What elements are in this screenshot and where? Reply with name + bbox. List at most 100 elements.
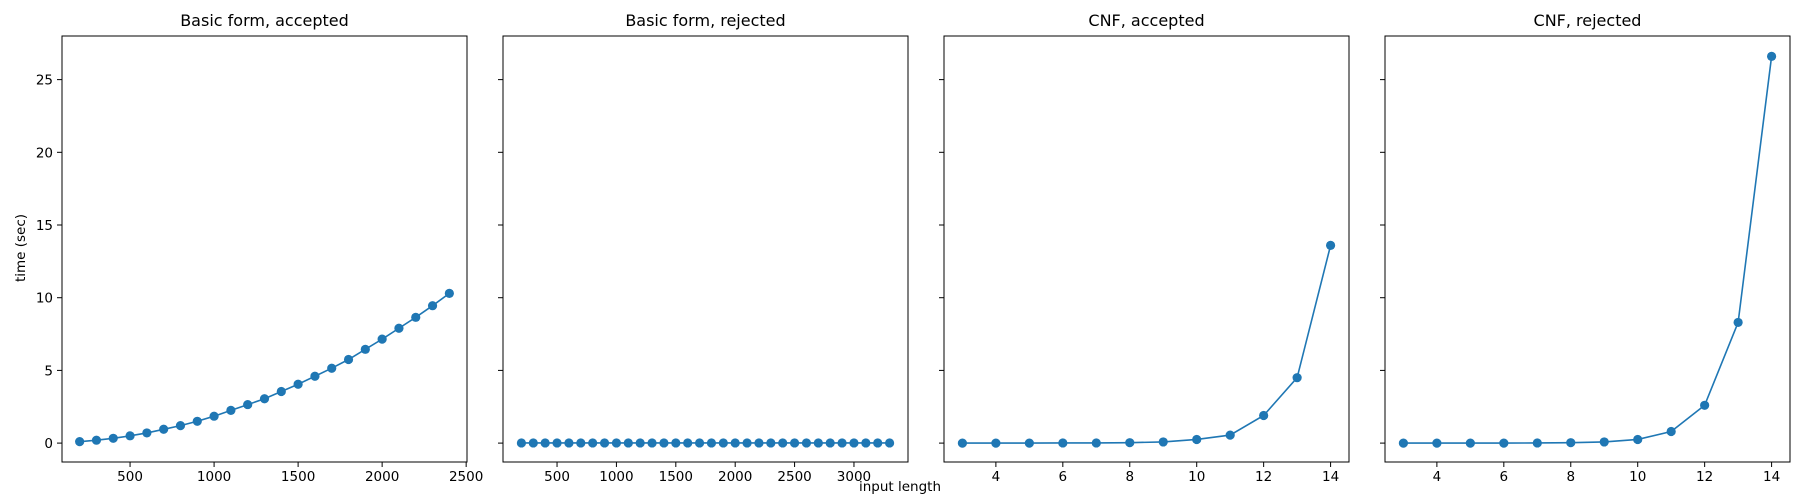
data-point bbox=[1666, 426, 1676, 437]
data-point bbox=[394, 323, 404, 333]
data-point bbox=[91, 435, 102, 445]
subplot-title: CNF, rejected bbox=[1534, 11, 1642, 30]
data-point bbox=[1465, 438, 1475, 448]
data-point bbox=[125, 431, 135, 441]
y-tick-label: 15 bbox=[36, 218, 53, 234]
y-tick-label: 10 bbox=[36, 291, 53, 307]
data-point bbox=[1499, 438, 1509, 448]
subplot-1: Basic form, accepted 500 1000 1500 2000 2500 0… bbox=[36, 11, 484, 485]
data-point bbox=[411, 312, 421, 322]
data-point bbox=[588, 438, 598, 448]
data-point bbox=[599, 438, 610, 448]
data-point bbox=[884, 438, 895, 448]
data-point bbox=[1633, 434, 1643, 445]
data-point bbox=[837, 438, 847, 448]
data-point bbox=[343, 354, 354, 365]
data-point bbox=[1566, 438, 1576, 448]
data-point bbox=[766, 438, 776, 448]
data-point bbox=[825, 438, 835, 448]
data-point bbox=[861, 438, 871, 448]
subplot-title: Basic form, rejected bbox=[625, 11, 785, 30]
data-point bbox=[706, 438, 717, 448]
data-point bbox=[611, 438, 622, 448]
plot-frame bbox=[943, 35, 1350, 463]
data-point bbox=[754, 438, 764, 448]
data-point bbox=[742, 438, 752, 448]
data-point bbox=[427, 301, 438, 311]
y-tick-label: 20 bbox=[36, 145, 53, 161]
data-point bbox=[1398, 438, 1409, 448]
data-point bbox=[635, 438, 645, 448]
data-point bbox=[142, 428, 152, 438]
x-tick-label: 2000 bbox=[365, 469, 399, 485]
data-point bbox=[576, 438, 586, 448]
data-point bbox=[730, 438, 740, 448]
subplots: Basic form, accepted 500 1000 1500 2000 2500 0… bbox=[36, 11, 1791, 485]
x-axis-label: input length bbox=[859, 479, 941, 495]
y-axis-label: time (sec) bbox=[13, 214, 29, 282]
data-point bbox=[718, 438, 728, 448]
x-tick-label: 3000 bbox=[837, 469, 871, 485]
x-tick-label: 1500 bbox=[659, 469, 693, 485]
data-point bbox=[310, 371, 320, 381]
data-point bbox=[659, 438, 669, 448]
data-point bbox=[813, 438, 823, 448]
x-tick-label: 500 bbox=[117, 469, 143, 485]
data-point bbox=[1259, 410, 1269, 421]
subplot-title: Basic form, accepted bbox=[180, 11, 349, 30]
data-point bbox=[1325, 240, 1336, 250]
data-point bbox=[516, 438, 527, 448]
x-tick-label: 8 bbox=[1125, 469, 1134, 485]
x-tick-label: 4 bbox=[992, 469, 1001, 485]
data-point bbox=[192, 416, 202, 426]
data-point bbox=[849, 438, 859, 448]
data-point bbox=[226, 405, 236, 415]
data-point bbox=[873, 438, 883, 448]
x-tick-label: 2500 bbox=[777, 469, 811, 485]
data-point bbox=[671, 438, 681, 448]
data-point bbox=[444, 288, 454, 298]
x-tick-label: 14 bbox=[1322, 469, 1339, 485]
data-point bbox=[75, 437, 85, 447]
data-point bbox=[540, 438, 550, 448]
x-tick-label: 12 bbox=[1255, 469, 1272, 485]
plot-frame bbox=[502, 35, 909, 463]
data-point bbox=[1158, 437, 1168, 447]
data-point bbox=[789, 438, 800, 448]
x-tick-label: 2000 bbox=[718, 469, 752, 485]
x-tick-label: 10 bbox=[1188, 469, 1205, 485]
data-point bbox=[957, 438, 968, 448]
data-point bbox=[552, 438, 562, 448]
data-point bbox=[801, 438, 812, 448]
data-point bbox=[360, 344, 370, 354]
x-tick-label: 6 bbox=[1059, 469, 1068, 485]
series-line bbox=[962, 245, 1332, 444]
series-line bbox=[1403, 56, 1773, 444]
data-point bbox=[327, 363, 337, 373]
data-point bbox=[293, 379, 303, 389]
x-tick-label: 2500 bbox=[449, 469, 483, 485]
data-point bbox=[1091, 438, 1101, 448]
data-point bbox=[1192, 434, 1202, 445]
plot-frame bbox=[61, 35, 468, 463]
data-point bbox=[1599, 437, 1609, 447]
x-tick-label: 6 bbox=[1500, 469, 1509, 485]
data-point bbox=[1024, 438, 1034, 448]
data-point bbox=[108, 433, 118, 443]
data-point bbox=[778, 438, 788, 448]
data-point bbox=[1125, 438, 1135, 448]
data-point bbox=[647, 438, 657, 448]
data-point bbox=[1432, 438, 1442, 448]
data-point bbox=[243, 399, 253, 410]
data-point bbox=[564, 438, 574, 448]
data-point bbox=[623, 438, 633, 448]
x-tick-label: 14 bbox=[1763, 469, 1780, 485]
data-point bbox=[1225, 430, 1235, 440]
subplot-title: CNF, accepted bbox=[1088, 11, 1204, 30]
y-tick-label: 0 bbox=[44, 436, 53, 452]
data-point bbox=[1532, 438, 1542, 448]
x-tick-label: 500 bbox=[544, 469, 570, 485]
y-tick-label: 25 bbox=[36, 73, 53, 89]
